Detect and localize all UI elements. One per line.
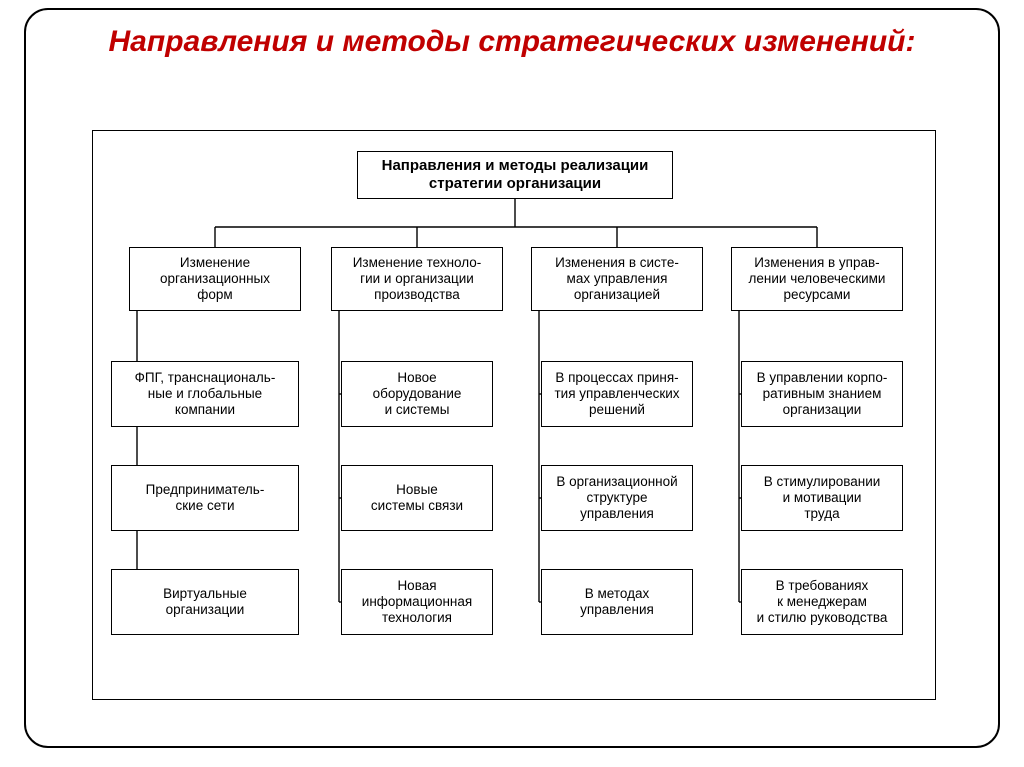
level2-box-1-1: Новыесистемы связи	[341, 465, 493, 531]
slide-title: Направления и методы стратегических изме…	[26, 10, 998, 66]
level2-box-3-2: В требованияхк менеджерами стилю руковод…	[741, 569, 903, 635]
level2-box-3-0: В управлении корпо-ративным знаниеморган…	[741, 361, 903, 427]
slide-frame: Направления и методы стратегических изме…	[24, 8, 1000, 748]
level1-box-1: Изменение техноло-гии и организациипроиз…	[331, 247, 503, 311]
level2-box-2-0: В процессах приня-тия управленческихреше…	[541, 361, 693, 427]
level2-box-0-2: Виртуальныеорганизации	[111, 569, 299, 635]
level1-box-2: Изменения в систе-мах управленияорганиза…	[531, 247, 703, 311]
level1-box-0: Изменениеорганизационныхформ	[129, 247, 301, 311]
level2-box-1-0: Новоеоборудованиеи системы	[341, 361, 493, 427]
level2-box-2-2: В методахуправления	[541, 569, 693, 635]
org-diagram: Направления и методы реализациистратегии…	[92, 130, 936, 700]
level2-box-3-1: В стимулированиии мотивациитруда	[741, 465, 903, 531]
level1-box-3: Изменения в управ-лении человеческимирес…	[731, 247, 903, 311]
level2-box-0-1: Предприниматель-ские сети	[111, 465, 299, 531]
level2-box-0-0: ФПГ, транснациональ-ные и глобальныекомп…	[111, 361, 299, 427]
level2-box-1-2: Новаяинформационнаятехнология	[341, 569, 493, 635]
level2-box-2-1: В организационнойструктуреуправления	[541, 465, 693, 531]
root-box: Направления и методы реализациистратегии…	[357, 151, 673, 199]
